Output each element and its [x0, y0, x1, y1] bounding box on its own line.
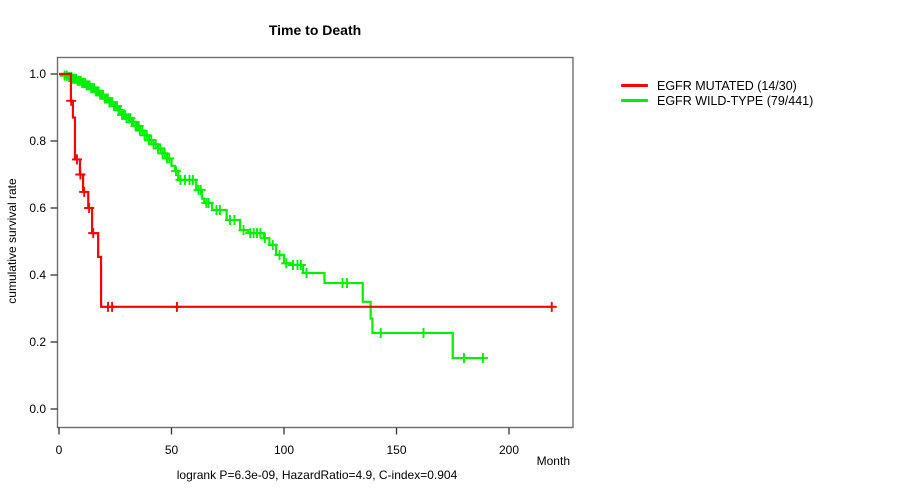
x-axis-tick-label: 50 [164, 443, 179, 457]
legend-label: EGFR MUTATED (14/30) [657, 78, 797, 93]
plot-box [56, 56, 574, 429]
egfr-wild-type-censor-marks [59, 70, 488, 364]
legend: EGFR MUTATED (14/30) EGFR WILD-TYPE (79/… [621, 78, 813, 108]
x-axis-tick-label: 100 [273, 443, 295, 457]
plot-title: Time to Death [268, 22, 362, 38]
x-axis-tick-label: 0 [55, 443, 63, 457]
y-axis-tick-label: 0.4 [29, 267, 46, 282]
legend-item-egfr-mutated: EGFR MUTATED (14/30) [621, 78, 813, 93]
y-axis-tick-label: 1.0 [29, 66, 46, 81]
x-axis-tick-label: 150 [386, 443, 407, 457]
stats-footnote: logrank P=6.3e-09, HazardRatio=4.9, C-in… [176, 468, 458, 482]
legend-label: EGFR WILD-TYPE (79/441) [657, 93, 814, 108]
y-axis-tick-label: 0.2 [29, 334, 46, 349]
legend-line-sample-red [621, 84, 648, 87]
y-axis-tick-label: 0.0 [29, 401, 46, 416]
x-axis-label: Month [536, 454, 570, 468]
y-axis-tick-label: 0.8 [29, 133, 46, 148]
x-axis-tick-label: 200 [498, 443, 520, 457]
egfr-mutated-censor-marks [66, 95, 557, 312]
egfr-mutated-curve [59, 72, 552, 308]
legend-item-egfr-wild-type: EGFR WILD-TYPE (79/441) [621, 93, 813, 108]
y-axis-label: cumulative survival rate [5, 178, 19, 304]
y-axis-tick-label: 0.6 [29, 200, 46, 215]
legend-line-sample-green [621, 99, 648, 102]
